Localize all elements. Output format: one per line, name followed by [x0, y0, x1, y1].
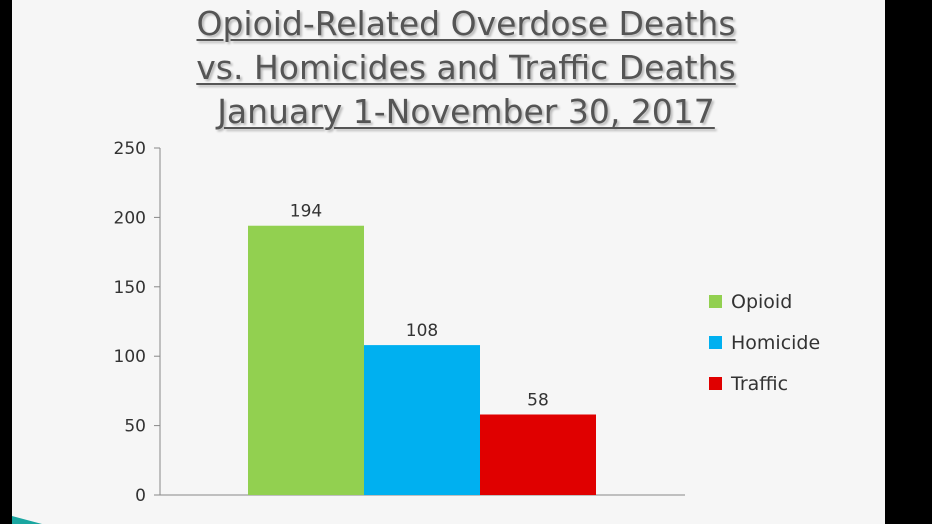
bar-traffic: [480, 414, 596, 495]
legend-item-homicide: Homicide: [709, 322, 820, 363]
legend-item-traffic: Traffic: [709, 363, 820, 404]
legend-label-traffic: Traffic: [731, 372, 789, 395]
legend-swatch-homicide: [709, 336, 722, 349]
data-label-opioid: 194: [290, 202, 322, 222]
legend-swatch-traffic: [709, 377, 722, 390]
legend-label-opioid: Opioid: [731, 290, 793, 313]
y-tick-label: 100: [114, 347, 146, 367]
bar-homicide: [364, 345, 480, 495]
chart-title-line-1: Opioid-Related Overdose Deaths: [196, 4, 736, 43]
chart-title-line-2: vs. Homicides and Traffic Deaths: [196, 48, 736, 87]
chart-legend: Opioid Homicide Traffic: [709, 281, 820, 404]
y-tick-label: 0: [135, 486, 146, 506]
legend-label-homicide: Homicide: [731, 331, 821, 354]
y-tick-label: 50: [124, 417, 146, 437]
data-label-traffic: 58: [527, 390, 549, 410]
y-tick-label: 200: [114, 208, 146, 228]
chart-title: Opioid-Related Overdose Deaths vs. Homic…: [40, 2, 892, 134]
y-tick-label: 150: [114, 278, 146, 298]
y-tick-label: 250: [114, 139, 146, 159]
slide-accent: [12, 516, 42, 524]
legend-item-opioid: Opioid: [709, 281, 820, 322]
bar-opioid: [248, 225, 364, 495]
chart-title-line-3: January 1-November 30, 2017: [217, 92, 715, 131]
data-label-homicide: 108: [406, 321, 438, 341]
legend-swatch-opioid: [709, 295, 722, 308]
